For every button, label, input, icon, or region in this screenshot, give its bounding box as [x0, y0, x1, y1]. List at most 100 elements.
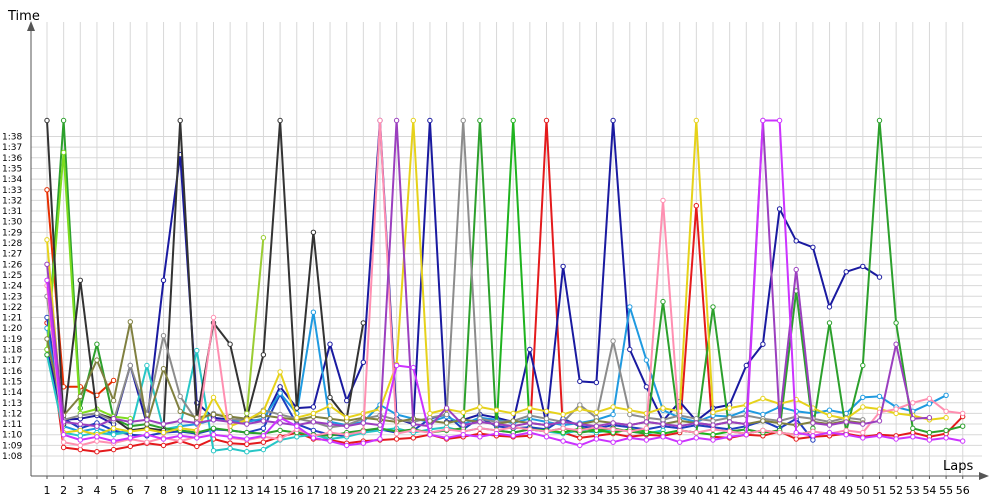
data-point [593, 436, 600, 442]
data-point [327, 416, 333, 422]
y-tick-label: 1:09 [2, 441, 22, 451]
axes [27, 21, 989, 480]
y-tick-label: 1:10 [2, 431, 22, 441]
data-point [260, 439, 267, 445]
data-point [344, 432, 350, 438]
series-10 [44, 117, 866, 430]
y-tick-label: 1:33 [2, 186, 22, 196]
data-point [627, 435, 633, 441]
x-tick-label: 32 [556, 484, 570, 497]
data-point [693, 203, 699, 209]
data-point [926, 401, 933, 407]
data-point [527, 429, 533, 436]
data-point [427, 410, 433, 417]
x-tick-label: 12 [223, 484, 237, 497]
data-point [294, 415, 300, 421]
data-point [227, 413, 233, 420]
x-tick-label: 48 [823, 484, 837, 497]
data-point [127, 443, 134, 450]
data-point [826, 304, 833, 310]
data-point [144, 421, 150, 427]
data-point [360, 440, 366, 446]
data-point [227, 434, 233, 440]
data-point [760, 117, 766, 124]
data-point [227, 341, 233, 347]
data-point [144, 417, 150, 423]
data-point [593, 423, 600, 429]
data-point [960, 423, 966, 429]
data-point [427, 418, 433, 424]
y-tick-label: 1:17 [2, 356, 22, 366]
data-point [277, 390, 283, 396]
y-tick-label: 1:14 [2, 388, 22, 398]
data-point [327, 403, 333, 409]
x-tick-label: 28 [490, 484, 504, 497]
data-point [577, 406, 583, 412]
data-point [860, 263, 866, 270]
series-16 [44, 117, 966, 449]
data-point [477, 425, 483, 431]
data-point [110, 432, 117, 438]
x-tick-label: 19 [340, 484, 354, 497]
y-tick-label: 1:08 [2, 452, 22, 462]
x-tick-label: 11 [207, 484, 221, 497]
x-tick-label: 47 [806, 484, 820, 497]
data-point [543, 422, 550, 428]
data-point [210, 314, 217, 321]
data-point [726, 434, 733, 440]
data-point [410, 421, 416, 427]
data-point [393, 430, 400, 437]
data-point [760, 427, 766, 434]
data-point [793, 238, 799, 244]
series-line [46, 119, 963, 447]
data-point [77, 427, 84, 434]
x-tick-label: 33 [573, 484, 587, 497]
x-tick-label: 14 [256, 484, 270, 497]
data-point [560, 411, 566, 418]
data-point [60, 444, 67, 451]
data-point [327, 421, 333, 427]
data-point [277, 427, 283, 434]
y-tick-label: 1:16 [2, 367, 22, 377]
data-point [693, 416, 699, 422]
series-8 [493, 117, 816, 438]
data-point [493, 421, 500, 427]
data-point [860, 435, 866, 441]
data-point [910, 434, 916, 440]
data-point [160, 436, 167, 442]
data-point [460, 417, 466, 423]
data-point [793, 436, 799, 442]
data-point [393, 436, 400, 442]
y-tick-label: 1:22 [2, 303, 22, 313]
series-line [245, 237, 265, 414]
data-point [443, 426, 450, 433]
x-tick-label: 25 [440, 484, 454, 497]
data-point [94, 438, 100, 444]
x-tick-label: 13 [240, 484, 254, 497]
data-point [710, 409, 716, 415]
data-point [227, 419, 233, 425]
data-point [677, 423, 683, 429]
y-tick-label: 1:35 [2, 164, 22, 174]
data-point [460, 409, 466, 415]
data-point [943, 415, 949, 421]
data-point [60, 149, 67, 156]
data-point [260, 352, 267, 358]
data-point [810, 428, 816, 435]
data-point [77, 442, 84, 449]
x-tick-label: 30 [523, 484, 537, 497]
y-tick-label: 1:34 [2, 175, 22, 185]
data-point [360, 420, 366, 426]
x-tick-label: 9 [177, 484, 184, 497]
x-tick-label: 23 [406, 484, 420, 497]
data-point [627, 428, 633, 435]
data-point [277, 369, 283, 375]
data-point [44, 237, 50, 243]
x-tick-label: 8 [160, 484, 167, 497]
data-point [510, 433, 516, 439]
x-tick-label: 45 [773, 484, 787, 497]
data-point [560, 425, 566, 431]
data-point [943, 435, 949, 441]
data-point [860, 429, 866, 436]
data-point [926, 415, 933, 421]
